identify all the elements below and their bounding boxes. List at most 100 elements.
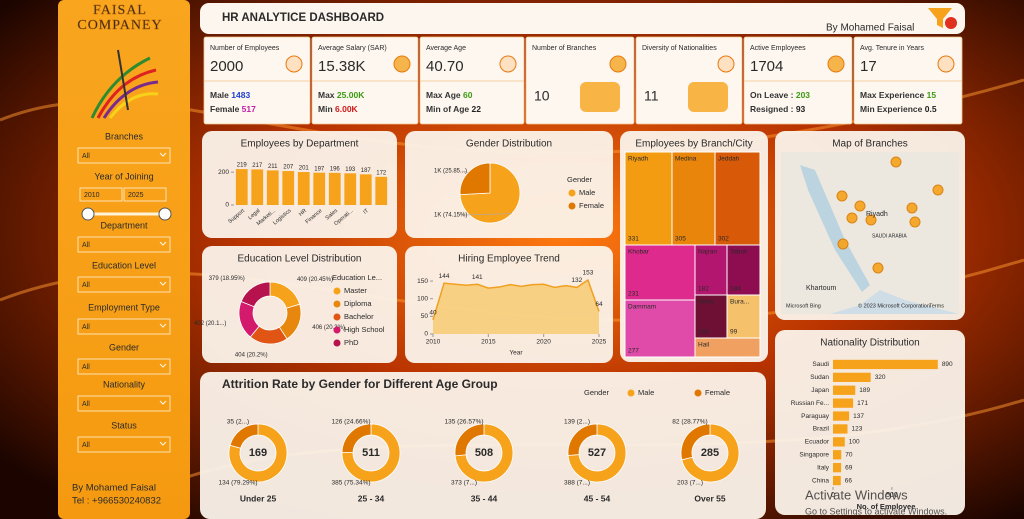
filter-dropdown[interactable]: [77, 436, 171, 453]
value-label: 331: [628, 236, 639, 243]
dropdown-chevron: [159, 241, 167, 246]
kpi-detail: Max Experience 15: [860, 90, 936, 100]
treemap-cell: [714, 151, 761, 246]
map-marker[interactable]: [837, 238, 849, 250]
donut-total: 285: [701, 447, 719, 459]
donut-segment: [228, 423, 288, 483]
filter-icon[interactable]: [928, 8, 952, 28]
value-label: 123: [851, 426, 862, 433]
value-label: 172: [376, 170, 387, 176]
y-tick-label: Italy: [817, 464, 830, 471]
bar: [833, 398, 854, 408]
kpi-detail-value: 1483: [231, 90, 250, 100]
value-label: 134 (79.29%): [218, 480, 257, 487]
map-credit: © 2023 Microsoft Corporation: [858, 302, 930, 309]
dropdown-chevron: [159, 323, 167, 328]
kpi-detail-value: 6.00K: [335, 104, 359, 114]
kpi-detail-value: 25.00K: [337, 90, 365, 100]
kpi-illustration: [580, 82, 620, 112]
year-input[interactable]: [79, 187, 123, 202]
map-marker[interactable]: [865, 214, 877, 226]
leader-line: [461, 170, 469, 173]
value-label: 137: [853, 413, 864, 420]
company-name: COMPANEY: [77, 18, 162, 33]
chart-title: Map of Branches: [832, 139, 908, 150]
filter-dropdown[interactable]: [77, 236, 171, 253]
map-marker[interactable]: [846, 212, 858, 224]
kpi-value: 10: [534, 88, 550, 104]
legend-title: Gender: [567, 175, 593, 184]
legend-marker: [333, 313, 341, 321]
kpi-detail-label: Max Age: [426, 90, 461, 100]
kpi-label: Avg. Tenure in Years: [860, 45, 924, 52]
map-credit: Terms: [929, 303, 944, 309]
y-tick-label: 150: [417, 278, 428, 285]
x-tick-label: Under 25: [240, 493, 277, 503]
map-marker[interactable]: [932, 184, 944, 196]
kpi-detail-label: Resigned :: [750, 104, 794, 114]
legend-marker: [333, 339, 341, 347]
value-label: 201: [299, 166, 310, 172]
value-label: 193: [345, 167, 356, 173]
kpi-detail-value: 93: [796, 104, 806, 114]
y-tick-label: Singapore: [799, 451, 829, 458]
filter-dropdown[interactable]: [77, 147, 171, 164]
map-marker[interactable]: [890, 156, 902, 168]
x-tick-label: 500: [886, 492, 898, 499]
header-title: HR ANALYTICE DASHBOARD: [222, 12, 384, 24]
y-tick-label: Sudan: [810, 374, 829, 381]
value-label: 231: [628, 291, 639, 298]
filter-value: All: [82, 153, 90, 160]
bar: [833, 437, 845, 447]
bar: [375, 176, 388, 205]
donut-segment: [567, 423, 627, 483]
bar: [297, 172, 310, 205]
value-label: 100: [849, 439, 860, 446]
legend-marker: [568, 202, 576, 210]
legend-label: Male: [638, 388, 654, 397]
value-label: 1K (25.85...): [434, 169, 467, 175]
filter-dropdown[interactable]: [77, 395, 171, 412]
filter-dropdown[interactable]: [77, 318, 171, 335]
bar: [833, 411, 850, 421]
bar: [266, 170, 279, 205]
y-tick-label: Japan: [811, 387, 829, 394]
cell-label: Najran: [698, 249, 718, 256]
filter-dropdown[interactable]: [77, 358, 171, 375]
kpi-label: Number of Branches: [532, 45, 597, 52]
treemap-cell: [694, 244, 728, 296]
map-marker[interactable]: [836, 190, 848, 202]
value-label: 135 (26.57%): [444, 419, 483, 426]
value-label: 1K (74.15%): [434, 213, 467, 219]
donut-segment: [240, 281, 271, 308]
slider-handle[interactable]: [158, 207, 172, 221]
value-label: 404 (20.2%): [235, 353, 268, 359]
value-label: 373 (7...): [451, 480, 477, 487]
map-marker[interactable]: [854, 200, 866, 212]
map-marker[interactable]: [906, 202, 918, 214]
donut-segment: [454, 423, 514, 483]
map-marker[interactable]: [872, 262, 884, 274]
filter-dropdown[interactable]: [77, 276, 171, 293]
donut-segment: [454, 423, 485, 457]
dropdown-chevron: [159, 400, 167, 405]
kpi-icon: [285, 55, 303, 73]
panel: [200, 372, 766, 519]
kpi-detail: Min Experience 0.5: [860, 104, 937, 114]
x-tick-label: HR: [298, 208, 308, 218]
clear-filter-icon[interactable]: [945, 17, 957, 29]
value-label: 70: [845, 451, 853, 458]
map-marker[interactable]: [909, 216, 921, 228]
value-label: 82 (28.77%): [672, 419, 707, 426]
value-label: 184: [730, 286, 741, 293]
value-label: 69: [845, 464, 853, 471]
kpi-detail-label: Female: [210, 104, 240, 114]
value-label: 409 (20.45%): [297, 277, 333, 283]
map-label: Riyadh: [866, 211, 888, 218]
donut-total: 527: [588, 447, 606, 459]
legend-label: Female: [705, 388, 730, 397]
year-input[interactable]: [123, 187, 167, 202]
slider-handle[interactable]: [81, 207, 95, 221]
footer-text: By Mohamed Faisal: [72, 483, 156, 494]
kpi-detail: Female 517: [210, 104, 256, 114]
